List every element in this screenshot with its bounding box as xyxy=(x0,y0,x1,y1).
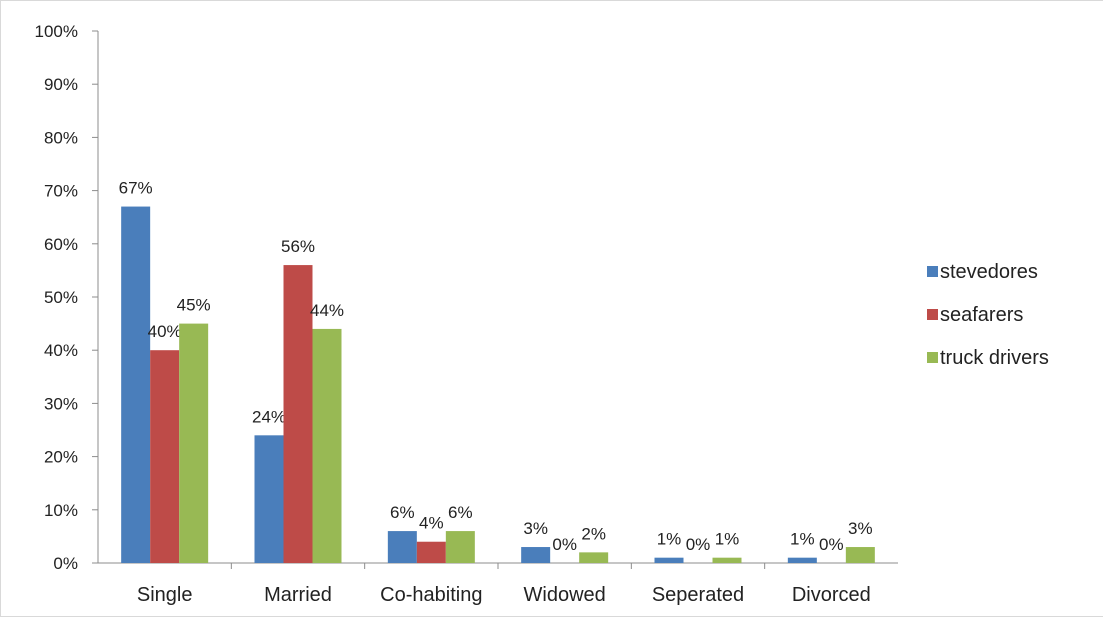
y-tick-label: 30% xyxy=(44,394,78,413)
y-tick-label: 10% xyxy=(44,501,78,520)
bar-truck-drivers xyxy=(845,547,875,563)
y-tick-label: 100% xyxy=(35,22,78,41)
category-label: Single xyxy=(137,584,193,606)
category-label: Co-habiting xyxy=(380,584,482,606)
bar-stevedores xyxy=(521,547,551,563)
data-label: 2% xyxy=(581,524,606,543)
legend-swatch xyxy=(927,352,938,363)
data-label: 0% xyxy=(686,535,711,554)
category-label: Widowed xyxy=(524,584,606,606)
data-label: 0% xyxy=(819,535,844,554)
data-label: 44% xyxy=(310,301,344,320)
legend-swatch xyxy=(927,266,938,277)
y-tick-label: 40% xyxy=(44,341,78,360)
data-label: 24% xyxy=(252,407,286,426)
y-tick-label: 20% xyxy=(44,448,78,467)
bar-stevedores xyxy=(787,557,817,563)
legend-label: stevedores xyxy=(940,261,1038,283)
bar-stevedores xyxy=(121,206,151,563)
bar-truck-drivers xyxy=(445,531,475,563)
data-label: 4% xyxy=(419,514,444,533)
category-label: Seperated xyxy=(652,584,744,606)
data-label: 1% xyxy=(790,530,815,549)
y-tick-label: 70% xyxy=(44,182,78,201)
data-label: 0% xyxy=(552,535,577,554)
legend-label: truck drivers xyxy=(940,347,1049,369)
bar-truck-drivers xyxy=(712,557,742,563)
bar-stevedores xyxy=(387,531,417,563)
data-label: 67% xyxy=(119,179,153,198)
legend-label: seafarers xyxy=(940,304,1023,326)
bar-seafarers xyxy=(150,350,180,563)
category-label: Divorced xyxy=(792,584,871,606)
bar-truck-drivers xyxy=(579,552,609,563)
data-label: 40% xyxy=(148,322,182,341)
bar-truck-drivers xyxy=(179,323,209,563)
data-label: 3% xyxy=(848,519,873,538)
data-label: 6% xyxy=(390,503,415,522)
data-label: 56% xyxy=(281,237,315,256)
bar-seafarers xyxy=(283,265,313,563)
data-label: 1% xyxy=(657,530,682,549)
y-tick-label: 60% xyxy=(44,235,78,254)
y-tick-label: 50% xyxy=(44,288,78,307)
bar-stevedores xyxy=(654,557,684,563)
data-label: 45% xyxy=(177,296,211,315)
data-label: 1% xyxy=(715,530,740,549)
y-tick-label: 90% xyxy=(44,75,78,94)
legend-swatch xyxy=(927,309,938,320)
data-label: 3% xyxy=(523,519,548,538)
bar-truck-drivers xyxy=(312,328,342,563)
y-tick-label: 0% xyxy=(53,554,78,573)
y-tick-label: 80% xyxy=(44,128,78,147)
category-label: Married xyxy=(264,584,332,606)
bar-seafarers xyxy=(416,541,446,563)
bar-stevedores xyxy=(254,435,284,563)
data-label: 6% xyxy=(448,503,473,522)
